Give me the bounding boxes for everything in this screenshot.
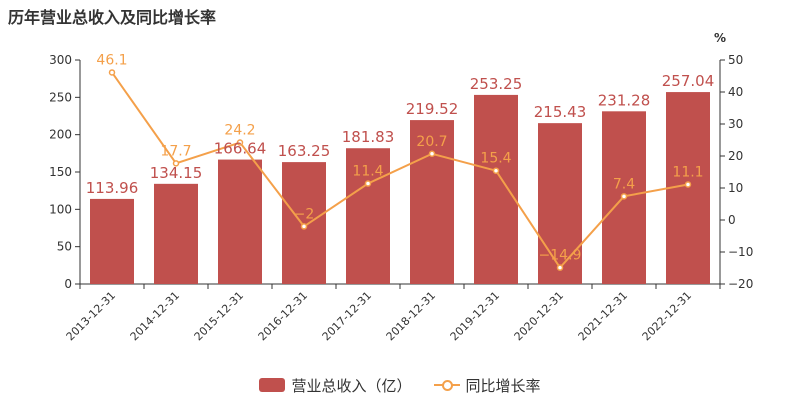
bar-value-label: 253.25: [470, 75, 523, 93]
growth-value-label: 24.2: [224, 123, 255, 139]
bar-series: [90, 92, 710, 284]
bar: [282, 162, 326, 284]
data-labels: 113.96 134.15 166.64 163.25 181.83 219.52 253.…: [86, 52, 715, 263]
y-right-tick-label: 0: [728, 213, 736, 227]
line-point: [236, 139, 244, 146]
legend-item-growth[interactable]: 同比增长率: [433, 375, 541, 396]
growth-value-label: 11.1: [672, 164, 703, 180]
legend-label-revenue: 营业总收入（亿）: [291, 376, 412, 395]
line-point: [300, 223, 308, 230]
growth-value-label: −14.9: [539, 248, 582, 264]
bar: [346, 148, 390, 284]
y-right-tick-label: −20: [728, 277, 753, 291]
growth-value-label: 17.7: [160, 143, 191, 159]
bar-value-label: 163.25: [278, 142, 331, 160]
x-tick-label: 2022-12-31: [640, 289, 694, 343]
line-point: [684, 181, 692, 188]
line-point: [492, 167, 500, 174]
legend-label-growth: 同比增长率: [465, 376, 541, 395]
y-left-tick-label: 0: [64, 277, 72, 291]
x-tick-label: 2019-12-31: [448, 289, 502, 343]
y-right-tick-label: 50: [728, 53, 743, 67]
growth-value-label: 20.7: [416, 134, 447, 150]
bar-value-label: 113.96: [86, 179, 139, 197]
y-left-tick-label: 250: [49, 90, 72, 104]
chart-title: 历年营业总收入及同比增长率: [8, 8, 217, 27]
y-left-tick-label: 150: [49, 165, 72, 179]
bar-value-label: 166.64: [214, 140, 267, 158]
growth-line: [111, 71, 689, 270]
line-point: [428, 150, 436, 158]
y-left-tick-label: 200: [49, 128, 72, 142]
y-right-tick-label: 20: [728, 149, 743, 163]
bar-value-label: 215.43: [534, 103, 587, 121]
y-right-tick-label: 30: [728, 117, 743, 131]
bar-value-label: 231.28: [598, 91, 651, 109]
y-right-tick-label: −10: [728, 245, 753, 259]
bar: [90, 198, 134, 284]
line-point: [364, 180, 372, 187]
x-tick-label: 2014-12-31: [128, 289, 182, 343]
x-tick-label: 2021-12-31: [576, 289, 630, 343]
x-tick-label: 2015-12-31: [192, 289, 246, 343]
y-right-unit: %: [714, 31, 726, 45]
line-point: [620, 193, 628, 200]
line-point: [556, 264, 564, 271]
bar: [474, 94, 518, 284]
bar: [410, 120, 454, 284]
bar: [538, 123, 582, 284]
bar: [218, 159, 262, 284]
x-tick-label: 2018-12-31: [384, 289, 438, 343]
bar-value-label: 257.04: [662, 72, 715, 90]
line-series: [108, 69, 692, 271]
line-point: [172, 160, 180, 167]
growth-value-label: 15.4: [480, 151, 511, 167]
legend-line-swatch: [433, 378, 460, 392]
growth-value-label: 7.4: [613, 176, 635, 192]
bar-value-label: 219.52: [406, 100, 459, 118]
y-right-tick-label: 10: [728, 181, 743, 195]
x-tick-label: 2016-12-31: [256, 289, 310, 343]
bar: [154, 183, 198, 284]
x-tick-label: 2013-12-31: [64, 289, 118, 343]
legend: 营业总收入（亿） 同比增长率: [0, 373, 800, 397]
legend-bar-swatch: [259, 378, 286, 392]
growth-value-label: −2: [294, 206, 315, 222]
bar-value-label: 134.15: [150, 164, 203, 182]
y-left-tick-label: 300: [49, 53, 72, 67]
growth-value-label: 46.1: [96, 52, 127, 68]
bar-value-label: 181.83: [342, 128, 395, 146]
y-left-tick-label: 100: [49, 202, 72, 216]
x-tick-label: 2017-12-31: [320, 289, 374, 343]
growth-value-label: 11.4: [352, 164, 383, 180]
legend-item-revenue[interactable]: 营业总收入（亿）: [259, 375, 412, 396]
y-left-tick-label: 50: [57, 240, 72, 254]
line-point: [108, 69, 116, 76]
y-right-tick-label: 40: [728, 85, 743, 99]
x-tick-label: 2020-12-31: [512, 289, 566, 343]
